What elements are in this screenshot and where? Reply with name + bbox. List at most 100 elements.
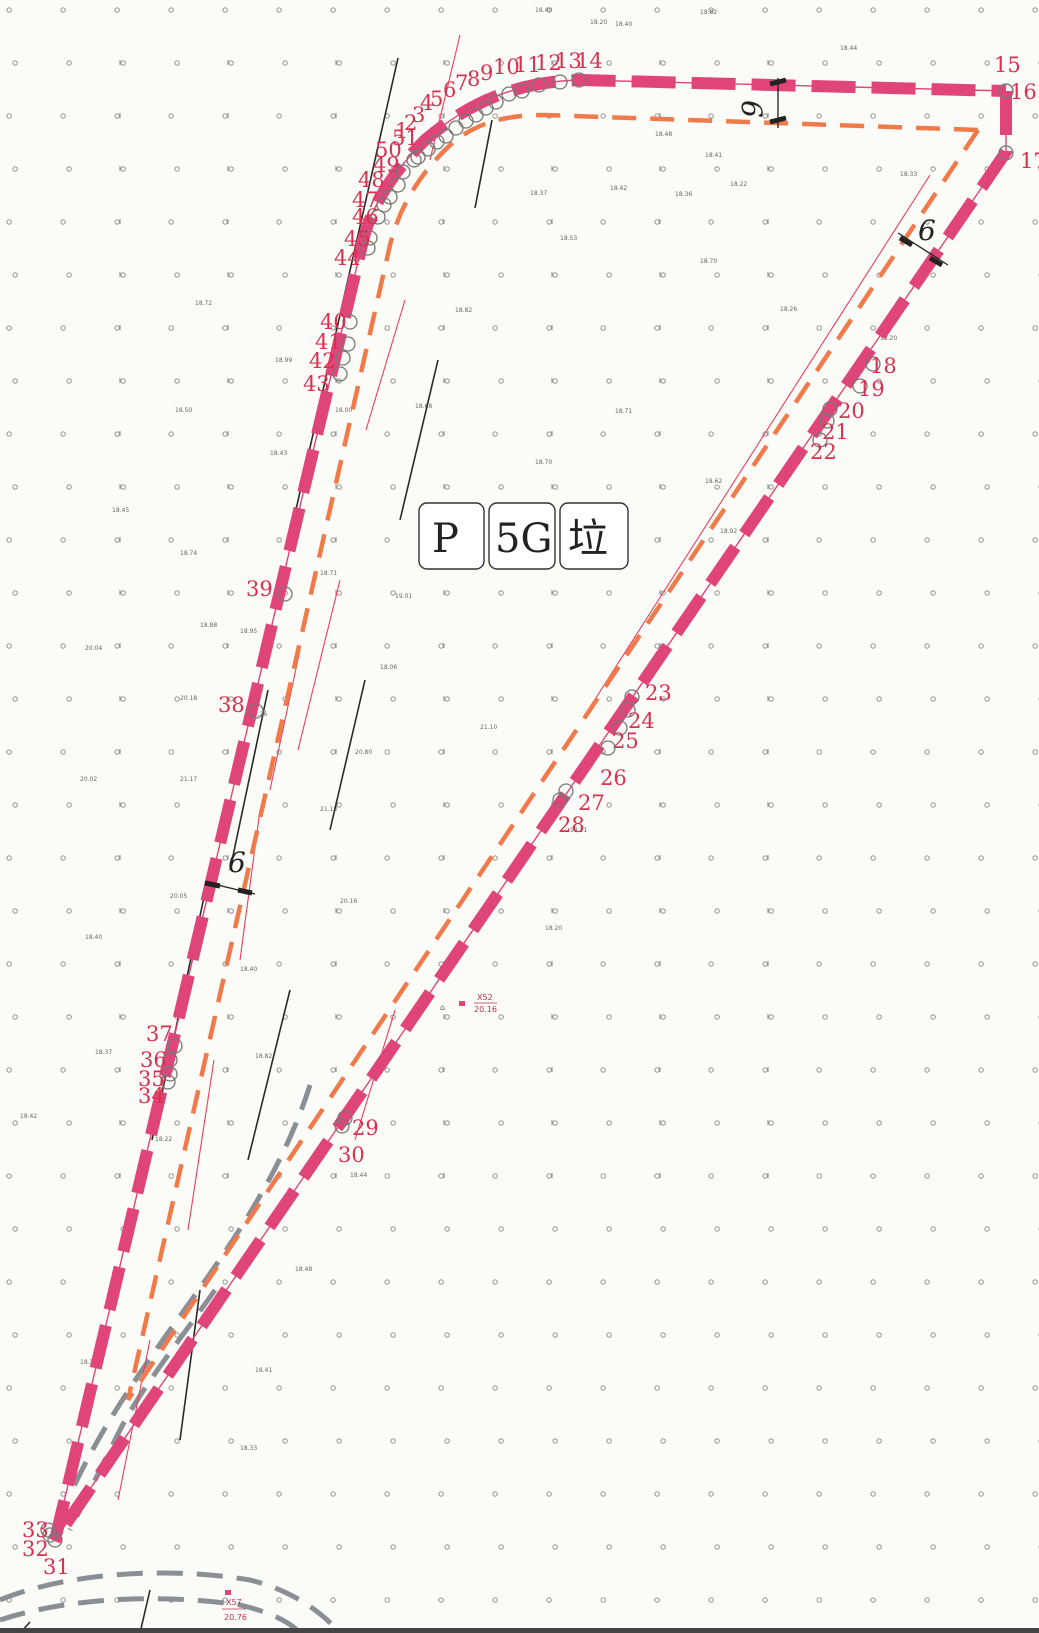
- survey-point: [822, 590, 828, 596]
- survey-tick-marks: [119, 60, 769, 1178]
- survey-point: [714, 378, 720, 384]
- survey-point: [816, 1385, 822, 1391]
- survey-point: [762, 537, 768, 543]
- survey-point: [546, 643, 552, 649]
- vertex-marker: [558, 783, 574, 799]
- survey-point: [12, 378, 18, 384]
- survey-point: [984, 908, 990, 914]
- survey-point: [768, 1544, 774, 1550]
- survey-point: [384, 1173, 390, 1179]
- survey-point: [978, 537, 984, 543]
- vertex-marker: [448, 120, 464, 136]
- survey-point: [330, 537, 336, 543]
- survey-point: [330, 643, 336, 649]
- survey-point: [120, 1544, 126, 1550]
- survey-point: [762, 1491, 768, 1497]
- survey-point: [390, 1544, 396, 1550]
- survey-point: [60, 643, 66, 649]
- survey-point: [498, 60, 504, 66]
- survey-point: [6, 537, 12, 543]
- survey-point: [66, 1226, 72, 1232]
- survey-point: [120, 696, 126, 702]
- survey-point: [822, 484, 828, 490]
- survey-point: [870, 1491, 876, 1497]
- survey-point: [492, 749, 498, 755]
- survey-point: [438, 1173, 444, 1179]
- survey-point: [714, 1014, 720, 1020]
- survey-point: [924, 643, 930, 649]
- survey-point: [978, 855, 984, 861]
- survey-point: [708, 1597, 714, 1603]
- survey-point: [228, 166, 234, 172]
- survey-point: [930, 378, 936, 384]
- survey-point: [546, 325, 552, 331]
- survey-point: [114, 1385, 120, 1391]
- vertex-label: 46: [352, 205, 379, 229]
- survey-point: [930, 1438, 936, 1444]
- survey-point: [336, 1544, 342, 1550]
- survey-point: [174, 696, 180, 702]
- vertex-label: 34: [138, 1084, 165, 1108]
- survey-point: [768, 908, 774, 914]
- elevation-label: 18.40: [240, 966, 257, 973]
- survey-point: [336, 272, 342, 278]
- survey-point: [66, 1438, 72, 1444]
- vertex-marker: [438, 128, 454, 144]
- setback-dimension-left-label: 6: [228, 846, 246, 879]
- survey-point: [174, 166, 180, 172]
- survey-point: [660, 1544, 666, 1550]
- survey-point: [12, 908, 18, 914]
- survey-point: [870, 219, 876, 225]
- survey-point: [762, 643, 768, 649]
- survey-point: [276, 1597, 282, 1603]
- survey-point: [120, 1014, 126, 1020]
- vertex-20: 20: [822, 399, 865, 423]
- survey-point: [498, 1120, 504, 1126]
- survey-point: [120, 1332, 126, 1338]
- survey-point: [552, 1544, 558, 1550]
- survey-point: [978, 7, 984, 13]
- vertex-29: 29: [337, 1110, 379, 1140]
- survey-point: [978, 325, 984, 331]
- survey-point: [654, 961, 660, 967]
- elevation-label: 18.44: [350, 1172, 367, 1179]
- vertex-48: 48: [358, 168, 398, 205]
- survey-point: [120, 908, 126, 914]
- vertex-label: 6: [443, 78, 456, 102]
- benchmark-x52: ⌂ X52 20.16: [440, 993, 497, 1014]
- survey-point: [708, 1491, 714, 1497]
- vertex-label: 39: [246, 577, 273, 601]
- vertex-label: 38: [218, 693, 245, 717]
- survey-point: [600, 1279, 606, 1285]
- survey-point: [606, 590, 612, 596]
- vertex-marker: [819, 413, 835, 429]
- survey-point: [822, 378, 828, 384]
- survey-point: [66, 590, 72, 596]
- vertex-label: 2: [404, 111, 417, 135]
- elevation-labels: 18.40 18.20 18.40 18.82 18.44 18.48 18.41 18.33…: [20, 7, 917, 1452]
- setback-dimension-right-label: 6: [918, 214, 936, 247]
- vertex-label: 28: [558, 813, 585, 837]
- survey-point: [708, 219, 714, 225]
- survey-point: [222, 1279, 228, 1285]
- elevation-label: 18.26: [780, 306, 797, 313]
- survey-point: [1032, 1491, 1038, 1497]
- elevation-label: 20.04: [85, 645, 102, 652]
- survey-point: [384, 749, 390, 755]
- survey-point: [498, 1438, 504, 1444]
- survey-point: [606, 1332, 612, 1338]
- vertex-marker: [335, 350, 351, 366]
- vertex-marker: [337, 1110, 353, 1126]
- survey-point: [444, 1544, 450, 1550]
- vertex-19: 19: [852, 377, 885, 401]
- survey-point: [12, 272, 18, 278]
- survey-point: [654, 325, 660, 331]
- survey-point: [1032, 749, 1038, 755]
- survey-point: [546, 855, 552, 861]
- vertex-28: 28: [552, 792, 585, 837]
- survey-point: [708, 431, 714, 437]
- vertex-marker: [370, 209, 386, 225]
- survey-point: [228, 272, 234, 278]
- elevation-label: 18.92: [720, 528, 737, 535]
- survey-point: [822, 1438, 828, 1444]
